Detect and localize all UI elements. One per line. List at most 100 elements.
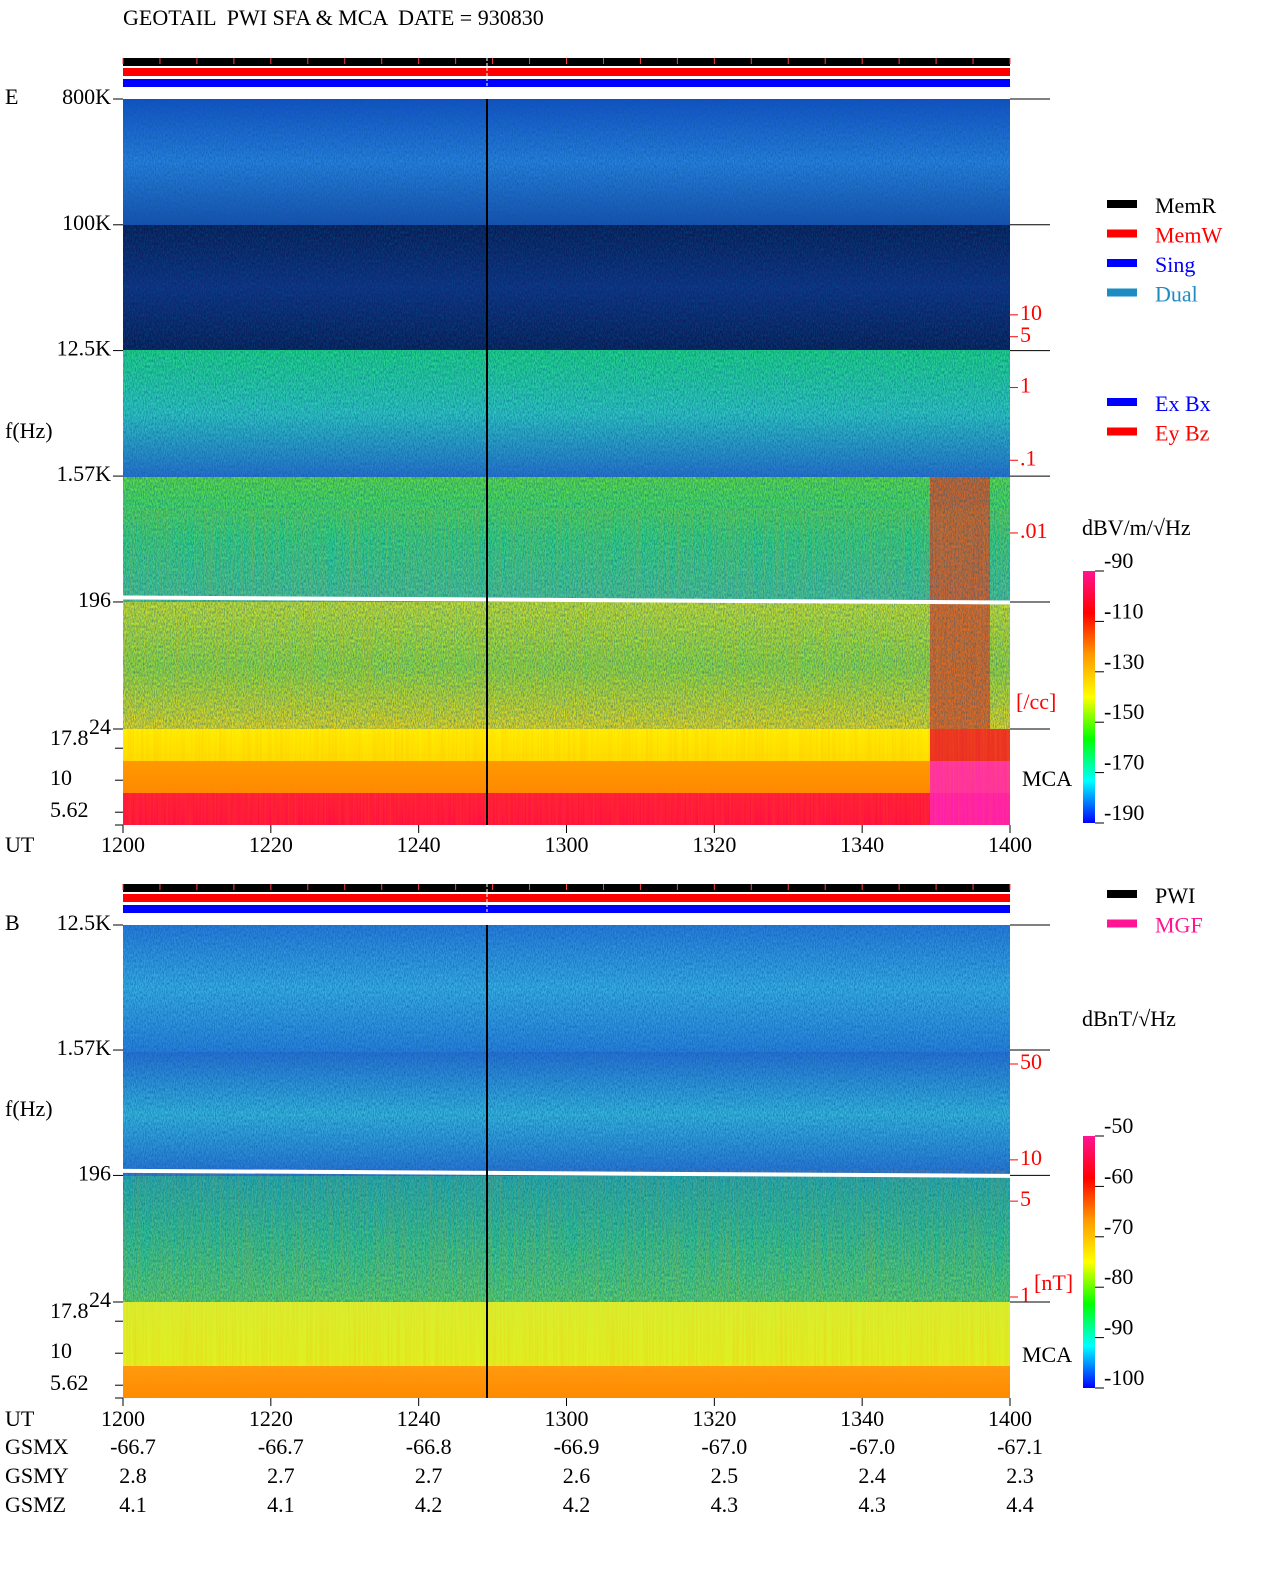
mca-tick-label: 5.62 xyxy=(50,1370,89,1395)
x-tick-label: 1200 xyxy=(101,1406,145,1431)
ephemeris-label: GSMX xyxy=(5,1434,69,1459)
mca-tick-label: 10 xyxy=(50,765,72,790)
y-tick-label: 24 xyxy=(89,714,111,739)
ephemeris-value: 4.1 xyxy=(267,1492,295,1517)
ephemeris-value: 4.2 xyxy=(415,1492,443,1517)
status-bar xyxy=(123,68,1010,76)
ephemeris-value: 4.1 xyxy=(119,1492,147,1517)
cyclotron-line xyxy=(122,1168,1011,1178)
ephemeris-label: GSMY xyxy=(5,1463,69,1488)
x-tick-label: 1400 xyxy=(988,1406,1032,1431)
x-tick-label: 1240 xyxy=(397,1406,441,1431)
ephemeris-value: -67.0 xyxy=(849,1434,895,1459)
x-tick-label: 1300 xyxy=(545,832,589,857)
y-tick-label: 1.57K xyxy=(57,461,112,486)
y-axis-label: f(Hz) xyxy=(5,1096,53,1121)
colorbar-tick-label: -100 xyxy=(1104,1365,1144,1390)
legend-label: Ey Bz xyxy=(1155,421,1210,446)
density-tick-label: 5 xyxy=(1020,322,1031,347)
legend-swatch xyxy=(1107,288,1137,297)
x-axis-label: UT xyxy=(5,832,35,857)
colorbar xyxy=(1083,1136,1095,1388)
legend-swatch xyxy=(1107,200,1137,208)
ephemeris-value: 2.4 xyxy=(858,1463,886,1488)
mca-tick-label: 5.62 xyxy=(50,797,89,822)
y-tick-label: 196 xyxy=(78,1160,111,1185)
y-tick-label: 12.5K xyxy=(57,336,112,361)
ephemeris-value: -66.8 xyxy=(406,1434,452,1459)
colorbar-label: dBV/m/√Hz xyxy=(1082,515,1191,540)
x-tick-label: 1340 xyxy=(840,832,884,857)
ephemeris-value: 4.4 xyxy=(1006,1492,1034,1517)
x-tick-label: 1320 xyxy=(692,832,736,857)
spectrogram-stripes xyxy=(123,508,1010,729)
density-tick-label: 1 xyxy=(1020,1282,1031,1307)
x-tick-label: 1400 xyxy=(988,832,1032,857)
x-tick-label: 1200 xyxy=(101,832,145,857)
colorbar-tick-label: -170 xyxy=(1104,750,1144,775)
mca-label: MCA xyxy=(1022,1342,1072,1367)
ephemeris-value: -67.1 xyxy=(997,1434,1043,1459)
ephemeris-value: 2.7 xyxy=(267,1463,295,1488)
status-bar xyxy=(123,894,1010,902)
y-tick-label: 196 xyxy=(78,587,111,612)
legend-swatch xyxy=(1107,398,1137,406)
ephemeris-value: 2.6 xyxy=(563,1463,591,1488)
colorbar-tick-label: -90 xyxy=(1104,548,1133,573)
colorbar-tick-label: -60 xyxy=(1104,1163,1133,1188)
legend-swatch xyxy=(1107,229,1137,238)
x-tick-label: 1220 xyxy=(249,832,293,857)
mca-stripes xyxy=(123,1302,1010,1398)
x-tick-label: 1240 xyxy=(397,832,441,857)
ephemeris-value: 4.3 xyxy=(858,1492,886,1517)
ephemeris-value: 2.5 xyxy=(711,1463,739,1488)
colorbar-tick-label: -80 xyxy=(1104,1264,1133,1289)
x-tick-label: 1220 xyxy=(249,1406,293,1431)
ephemeris-value: -66.7 xyxy=(258,1434,304,1459)
figure-title: GEOTAIL PWI SFA & MCA DATE = 930830 xyxy=(123,5,544,30)
y-tick-label: 1.57K xyxy=(57,1035,112,1060)
density-tick-label: 10 xyxy=(1020,1145,1042,1170)
y-tick-label: 800K xyxy=(62,84,111,109)
colorbar-tick-label: -50 xyxy=(1104,1113,1133,1138)
ephemeris-value: 2.7 xyxy=(415,1463,443,1488)
colorbar-tick-label: -110 xyxy=(1104,598,1144,623)
panel-label: B xyxy=(5,910,20,935)
colorbar-label: dBnT/√Hz xyxy=(1082,1006,1176,1031)
x-tick-label: 1300 xyxy=(545,1406,589,1431)
density-unit: [/cc] xyxy=(1016,689,1056,714)
density-tick-label: .01 xyxy=(1020,518,1048,543)
density-tick-label: .1 xyxy=(1020,445,1037,470)
density-tick-label: 50 xyxy=(1020,1049,1042,1074)
y-tick-label: 24 xyxy=(89,1287,111,1312)
mca-tick-label: 17.8 xyxy=(50,1298,89,1323)
colorbar xyxy=(1083,571,1095,823)
y-tick-label: 12.5K xyxy=(57,910,112,935)
spectrogram-stripes xyxy=(123,1170,1010,1302)
mca-label: MCA xyxy=(1022,766,1072,791)
ephemeris-value: -67.0 xyxy=(701,1434,747,1459)
colorbar-tick-label: -90 xyxy=(1104,1315,1133,1340)
ephemeris-value: 2.3 xyxy=(1006,1463,1034,1488)
mca-tick-label: 17.8 xyxy=(50,725,89,750)
legend-label: MGF xyxy=(1155,913,1203,938)
ephemeris-value: -66.7 xyxy=(110,1434,156,1459)
x-axis-label: UT xyxy=(5,1406,35,1431)
colorbar-tick-label: -130 xyxy=(1104,649,1144,674)
legend-label: Ex Bx xyxy=(1155,391,1211,416)
status-bar xyxy=(123,905,1010,913)
ephemeris-value: 4.2 xyxy=(563,1492,591,1517)
legend-swatch xyxy=(1107,919,1137,928)
mca-tick-label: 10 xyxy=(50,1338,72,1363)
colorbar-tick-label: -150 xyxy=(1104,699,1144,724)
x-tick-label: 1320 xyxy=(692,1406,736,1431)
ephemeris-value: 4.3 xyxy=(711,1492,739,1517)
legend-label: Sing xyxy=(1155,252,1195,277)
legend-swatch xyxy=(1107,890,1137,898)
legend-label: MemR xyxy=(1155,193,1216,218)
legend-label: PWI xyxy=(1155,883,1195,908)
density-tick-label: 5 xyxy=(1020,1186,1031,1211)
legend-swatch xyxy=(1107,427,1137,436)
density-unit: [nT] xyxy=(1034,1270,1073,1295)
